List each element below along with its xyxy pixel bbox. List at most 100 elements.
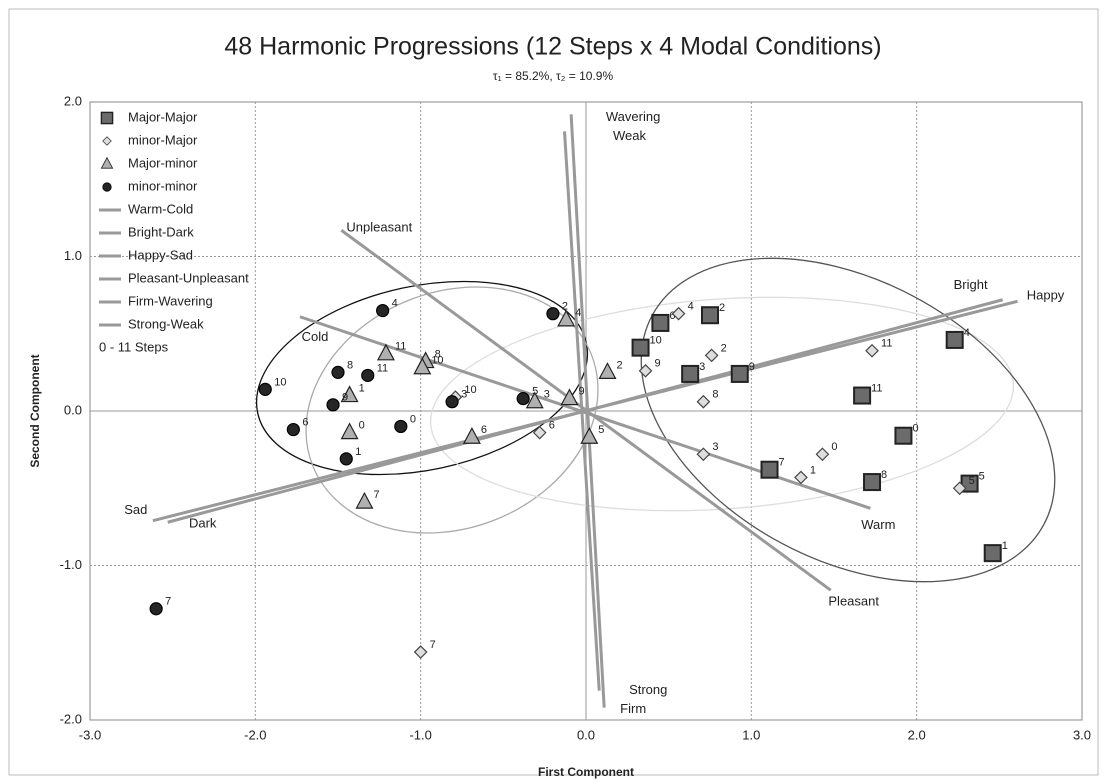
vector-line: [563, 131, 601, 691]
legend-label: Warm-Cold: [128, 201, 193, 216]
point-label: 7: [779, 457, 785, 469]
point-label: 0: [912, 423, 918, 435]
point-label: 10: [274, 376, 286, 388]
point-label: 7: [430, 639, 436, 651]
vector-label: Sad: [124, 502, 147, 517]
legend-label: Strong-Weak: [128, 316, 204, 331]
point-label: 4: [688, 301, 694, 313]
point-label: 0: [410, 413, 416, 425]
point-label: 4: [392, 297, 398, 309]
vector-label: Bright: [954, 277, 988, 292]
x-axis-label: First Component: [538, 765, 634, 779]
legend-label: minor-minor: [128, 178, 198, 193]
legend-label: Happy-Sad: [128, 247, 193, 262]
point-label: 8: [881, 469, 887, 481]
marker-diamond: [696, 394, 711, 409]
chart-title: 48 Harmonic Progressions (12 Steps x 4 M…: [224, 33, 881, 61]
marker-square: [863, 473, 882, 492]
marker-square: [100, 111, 114, 125]
marker-triangle: [340, 422, 359, 440]
marker-diamond: [952, 481, 967, 496]
marker-circle: [258, 382, 272, 396]
point-label: 9: [578, 386, 584, 398]
point-label: 3: [544, 389, 550, 401]
marker-square: [651, 313, 670, 332]
point-label: 3: [699, 361, 705, 373]
vector-label: Dark: [189, 516, 217, 531]
vector-label: Weak: [613, 128, 646, 143]
point-label: 1: [1002, 540, 1008, 552]
point-label: 4: [964, 327, 970, 339]
marker-circle: [376, 303, 390, 318]
legend-label: Major-Major: [128, 109, 198, 124]
marker-diamond: [815, 447, 830, 462]
marker-diamond: [638, 363, 653, 378]
point-label: 0: [831, 441, 837, 453]
vector-label: Warm: [861, 517, 895, 532]
x-tick-label: 2.0: [908, 727, 926, 742]
point-label: 6: [481, 424, 487, 436]
marker-triangle: [598, 362, 617, 379]
marker-triangle: [560, 388, 579, 406]
x-tick-label: 1.0: [742, 727, 760, 742]
point-label: 6: [302, 416, 308, 428]
vector-line: [569, 114, 606, 708]
marker-triangle: [525, 391, 544, 409]
y-tick-label: -1.0: [60, 557, 82, 572]
marker-triangle: [557, 309, 576, 327]
point-label: 11: [871, 382, 882, 394]
marker-triangle: [100, 156, 114, 169]
marker-square: [631, 338, 650, 357]
marker-diamond: [704, 348, 719, 363]
point-label: 8: [712, 389, 718, 401]
point-label: 2: [616, 359, 622, 371]
vector-label: Pleasant: [828, 594, 879, 609]
point-label: 11: [377, 362, 388, 374]
marker-circle: [149, 602, 163, 616]
point-label: 6: [669, 310, 675, 322]
point-label: 9: [342, 392, 348, 404]
marker-square: [760, 460, 779, 479]
point-label: 9: [749, 361, 755, 373]
point-label: 2: [721, 342, 727, 354]
marker-triangle: [376, 343, 395, 361]
marker-circle: [394, 419, 408, 434]
point-label: 1: [359, 382, 365, 394]
marker-square: [701, 306, 719, 325]
ellipses: [255, 257, 1056, 583]
point-label: 3: [712, 441, 718, 453]
marker-diamond: [532, 425, 547, 440]
point-label: 3: [461, 389, 467, 401]
vector-label: Happy: [1027, 288, 1065, 303]
marker-triangle: [355, 491, 374, 509]
vector-label: Cold: [302, 329, 329, 344]
legend-label: Major-minor: [128, 155, 198, 170]
point-label: 6: [549, 420, 555, 432]
marker-circle: [339, 452, 353, 466]
marker-diamond: [413, 645, 428, 659]
marker-diamond: [696, 447, 711, 462]
marker-triangle: [462, 426, 481, 444]
x-tick-label: -1.0: [409, 727, 431, 742]
marker-triangle: [413, 357, 432, 375]
marker-triangle: [340, 385, 359, 403]
point-label: 1: [355, 446, 361, 458]
vector-label: Strong: [629, 682, 667, 697]
point-label: 2: [719, 302, 725, 314]
point-label: 5: [979, 471, 985, 483]
point-label: 7: [373, 489, 379, 501]
marker-circle: [361, 368, 375, 383]
x-tick-label: -3.0: [79, 727, 101, 742]
marker-square: [730, 364, 749, 383]
point-label: 2: [562, 301, 568, 313]
x-tick-label: 3.0: [1073, 727, 1091, 742]
marker-circle: [286, 422, 300, 437]
point-label: 8: [347, 359, 353, 371]
point-label: 7: [165, 596, 171, 608]
legend-label: minor-Major: [128, 132, 198, 147]
ellipse: [305, 286, 599, 534]
point-label: 10: [650, 335, 662, 347]
marker-circle: [331, 365, 345, 379]
y-tick-label: 1.0: [64, 248, 82, 263]
